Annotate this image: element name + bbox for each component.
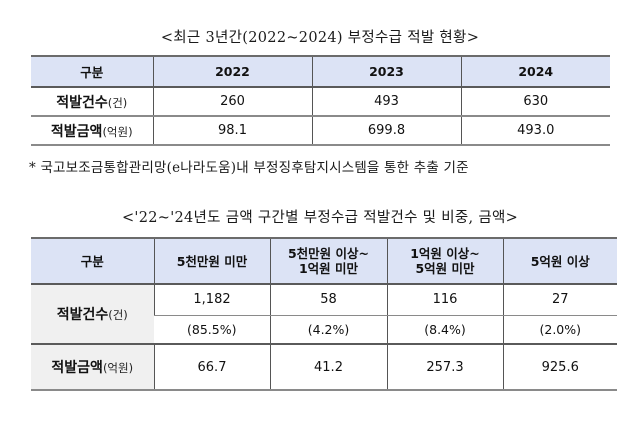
header-over-500m: 5억원 이상 <box>502 238 617 285</box>
cell-count-2023: 493 <box>311 87 461 116</box>
cell-count-2022: 260 <box>152 87 312 116</box>
cell-amount-2022: 98.1 <box>152 115 312 145</box>
header-2022: 2022 <box>152 56 312 88</box>
table-row-amount: 적발금액(억원) 66.7 41.2 257.3 925.6 <box>31 343 617 390</box>
table-row-count: 적발건수(건) 1,182 58 116 27 <box>31 284 617 344</box>
header-100m-to-500m: 1억원 이상~ 5억원 미만 <box>386 238 503 285</box>
cell-amount: 925.6 <box>502 343 617 390</box>
cell-share: (85.5%) <box>187 321 237 337</box>
table-row-share: (85.5%) (4.2%) (8.4%) (2.0%) <box>31 315 617 344</box>
cell-amount-2024: 493.0 <box>460 115 610 145</box>
cell-count: 58 <box>269 284 387 316</box>
header-2023: 2023 <box>311 56 461 88</box>
header-under-50m: 5천만원 미만 <box>153 238 270 285</box>
table1-title: <최근 3년간(2022~2024) 부정수급 적발 현황> <box>160 30 480 46</box>
row-label: 적발금액(억원) <box>31 115 153 145</box>
cell-share: (8.4%) <box>386 315 503 344</box>
header-category: 구분 <box>31 238 154 285</box>
cell-amount: 257.3 <box>386 343 503 390</box>
footnote: * 국고보조금통합관리망(e나라도움)내 부정징후탐지시스템을 통한 추출 기준 <box>29 160 469 176</box>
cell-share: (4.2%) <box>269 315 387 344</box>
cell-share: (2.0%) <box>502 315 617 344</box>
table2-title: <'22~'24년도 금액 구간별 부정수급 적발건수 및 비중, 금액> <box>121 210 519 226</box>
header-2024: 2024 <box>460 56 610 88</box>
cell-count: 1,182 <box>153 284 270 316</box>
header-category: 구분 <box>31 56 153 88</box>
table-header-row: 구분 2022 2023 2024 <box>31 56 610 88</box>
cell-count: 27 <box>502 284 617 316</box>
cell-amount: 41.2 <box>269 343 387 390</box>
cell-count: 116 <box>386 284 503 316</box>
cell-amount-2023: 699.8 <box>311 115 461 145</box>
table-row-count: 적발건수(건) 260 493 630 <box>31 87 610 116</box>
table-header-row: 구분 5천만원 미만 5천만원 이상~ 1억원 미만 1억원 이상~ 5억원 미만 … <box>31 238 617 285</box>
fraud-by-amount-range-table: 구분 5천만원 미만 5천만원 이상~ 1억원 미만 1억원 이상~ 5억원 미만 … <box>31 237 617 391</box>
row-label: 적발금액(억원) <box>31 343 154 390</box>
row-label: 적발건수(건) <box>56 94 128 111</box>
cell-count-2024: 630 <box>460 87 610 116</box>
cell-amount: 66.7 <box>153 343 270 390</box>
row-label: 적발건수(건) <box>31 284 154 344</box>
table-row-amount: 적발금액(억원) 98.1 699.8 493.0 <box>31 115 610 145</box>
fraud-detection-3yr-table: 구분 2022 2023 2024 적발건수(건) 260 493 630 적발… <box>31 55 610 146</box>
header-50m-to-100m: 5천만원 이상~ 1억원 미만 <box>269 238 387 285</box>
